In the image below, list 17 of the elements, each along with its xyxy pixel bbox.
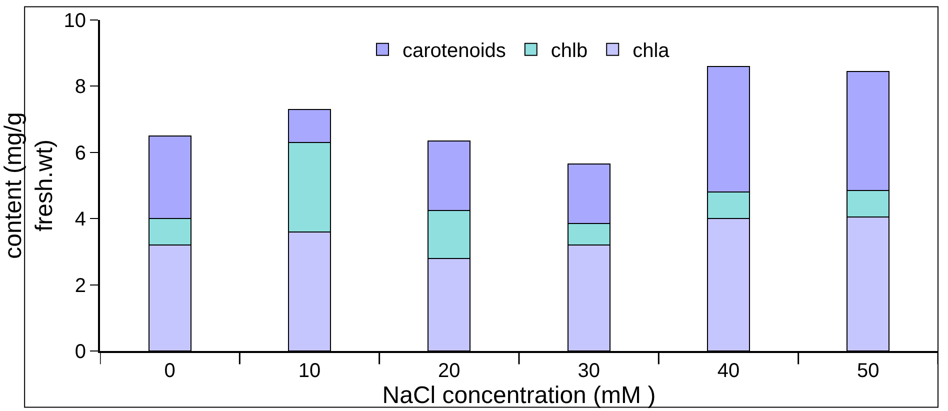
x-tick-label: 50 [857,360,880,382]
y-tick-label: 0 [74,341,86,363]
x-axis-title: NaCl concentration (mM ) [382,382,656,409]
x-tick-label: 30 [578,360,600,382]
y-tick-label: 8 [74,76,86,98]
y-tick-label: 2 [74,274,86,297]
x-tick-label: 10 [298,360,321,382]
y-tick-label: 6 [74,142,86,164]
y-tick-label: 10 [64,10,86,32]
legend-label: chlb [550,40,588,62]
y-axis-title: content (mg/g fresh.wt) [0,112,58,259]
x-tick-label: 20 [438,360,460,382]
legend-label: chla [632,40,670,62]
x-tick-label: 40 [717,360,740,382]
y-tick-label: 4 [74,208,86,231]
x-tick-label: 0 [164,360,176,382]
legend-label: carotenoids [402,40,506,62]
